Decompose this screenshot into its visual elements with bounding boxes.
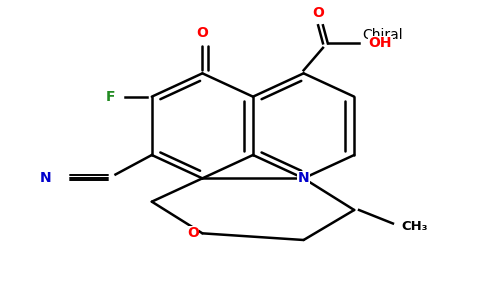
- Text: OH: OH: [368, 36, 392, 50]
- Text: O: O: [197, 26, 208, 40]
- Text: CH₃: CH₃: [401, 220, 428, 233]
- Text: N: N: [298, 171, 309, 185]
- Text: F: F: [106, 90, 115, 104]
- Text: Chiral: Chiral: [363, 28, 403, 42]
- Text: O: O: [187, 226, 198, 240]
- Text: N: N: [40, 170, 51, 184]
- Text: O: O: [312, 6, 324, 20]
